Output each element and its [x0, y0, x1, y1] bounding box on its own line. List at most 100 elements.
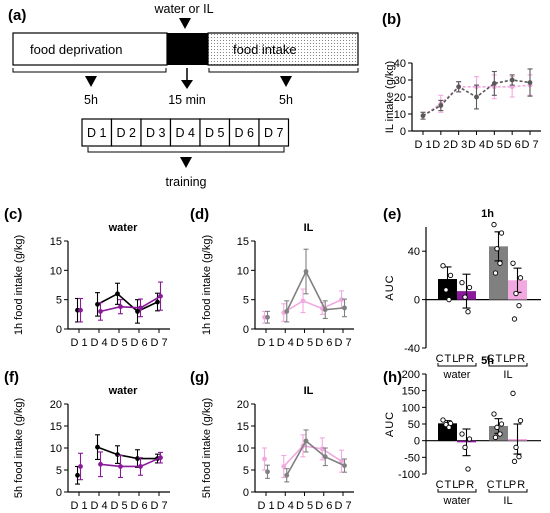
data-point — [265, 314, 270, 320]
x-tick-label: D 4 — [277, 337, 294, 349]
data-point — [265, 469, 270, 475]
individual-point — [440, 417, 446, 423]
individual-point — [494, 246, 500, 252]
panel-label-d: (d) — [190, 206, 209, 223]
data-point — [118, 464, 123, 469]
data-point — [115, 291, 120, 297]
data-point — [135, 456, 140, 461]
series-line — [283, 444, 342, 468]
y-tick-label: 5 — [243, 465, 249, 477]
food-deprivation-box — [12, 32, 168, 66]
arrow-down-icon — [280, 76, 292, 87]
x-tick-label: D 4 — [277, 500, 294, 512]
x-tick-label: D 1 — [414, 139, 431, 151]
individual-point — [494, 424, 500, 430]
series-line — [286, 439, 345, 476]
individual-point — [459, 280, 465, 286]
arrow-down-icon — [179, 18, 191, 29]
y-tick-label: 20 — [394, 92, 406, 104]
panel-label-b: (b) — [382, 11, 401, 28]
individual-point — [510, 260, 516, 266]
y-tick-label: 5 — [243, 295, 249, 307]
y-tick-label: 5 — [56, 295, 62, 307]
day-label: D 2 — [117, 126, 137, 140]
food-intake-box — [207, 32, 359, 66]
individual-point — [517, 275, 524, 281]
data-point — [98, 461, 103, 467]
series-line — [97, 446, 158, 460]
group-bracket — [488, 489, 528, 493]
x-tick-label: PR — [509, 353, 526, 365]
data-point — [303, 269, 309, 274]
x-tick-label: D 1 — [70, 337, 87, 349]
data-point — [420, 113, 426, 119]
day-box — [81, 118, 113, 147]
y-tick-label: 0 — [400, 126, 406, 138]
y-tick-label: 20 — [50, 399, 62, 411]
individual-point — [447, 272, 454, 279]
x-tick-label: D 5 — [296, 337, 313, 349]
x-tick-label: D 5 — [296, 500, 313, 512]
y-tick-label: 40 — [408, 246, 420, 258]
chart-title: 1h — [481, 208, 494, 220]
data-point — [284, 472, 290, 478]
x-tick-label: PR — [458, 479, 475, 491]
y-axis-label: 5h food intake (g/kg) — [201, 398, 213, 498]
panel-label-c: (c) — [4, 206, 22, 223]
individual-point — [511, 316, 518, 322]
chart-title: water — [108, 222, 138, 234]
data-point — [281, 464, 287, 469]
chart-title: IL — [304, 222, 314, 234]
x-tick-label: D 7 — [334, 337, 351, 349]
y-tick-label: -100 — [398, 469, 420, 481]
y-tick-label: 40 — [394, 58, 406, 70]
individual-point — [491, 221, 497, 228]
data-point — [474, 94, 479, 100]
y-tick-label: 200 — [402, 369, 420, 381]
data-point — [78, 307, 83, 313]
protocol-diagram: water or IL food deprivation food intake… — [12, 2, 359, 189]
individual-point — [513, 290, 519, 297]
group-bracket — [437, 363, 477, 367]
x-tick-label: D 1 — [70, 500, 87, 512]
data-point — [339, 458, 344, 464]
x-tick-label: D 5 — [110, 337, 127, 349]
data-point — [284, 309, 290, 314]
panel-label-g: (g) — [190, 369, 209, 386]
x-tick-label: D 4 — [468, 139, 485, 151]
bracket-days — [87, 147, 285, 153]
individual-point — [516, 454, 522, 460]
panel-label-f: (f) — [4, 369, 19, 386]
food-intake-label: food intake — [233, 42, 297, 57]
data-point — [135, 309, 140, 314]
data-point — [491, 81, 497, 86]
y-tick-label: 20 — [237, 399, 249, 411]
individual-point — [443, 287, 449, 293]
individual-point — [459, 431, 465, 437]
arrow-down-icon — [180, 157, 192, 168]
y-axis-label: IL intake (g/kg) — [384, 61, 396, 133]
x-tick-label: CTL — [487, 479, 511, 491]
training-days: D 1 D 2 D 3 D 4 D 5 D 6 D 7 — [81, 118, 290, 147]
panel-label-a: (a) — [8, 7, 26, 24]
x-tick-label: CTL — [436, 479, 460, 491]
y-tick-label: 0 — [414, 436, 420, 448]
y-tick-label: 15 — [50, 421, 62, 433]
panel-label-h: (h) — [383, 369, 402, 386]
y-tick-label: -40 — [404, 343, 420, 355]
x-tick-label: D 5 — [110, 500, 127, 512]
x-tick-label: D 6 — [315, 337, 332, 349]
individual-point — [466, 284, 473, 291]
x-tick-label: D 6 — [315, 500, 332, 512]
y-tick-label: 0 — [414, 295, 420, 307]
data-point — [438, 103, 444, 108]
y-tick-label: 0 — [243, 487, 249, 499]
data-point — [95, 444, 100, 450]
chart-title: IL — [304, 385, 314, 397]
individual-point — [497, 431, 503, 437]
x-tick-label: D 5 — [486, 139, 503, 151]
individual-point — [491, 411, 497, 417]
